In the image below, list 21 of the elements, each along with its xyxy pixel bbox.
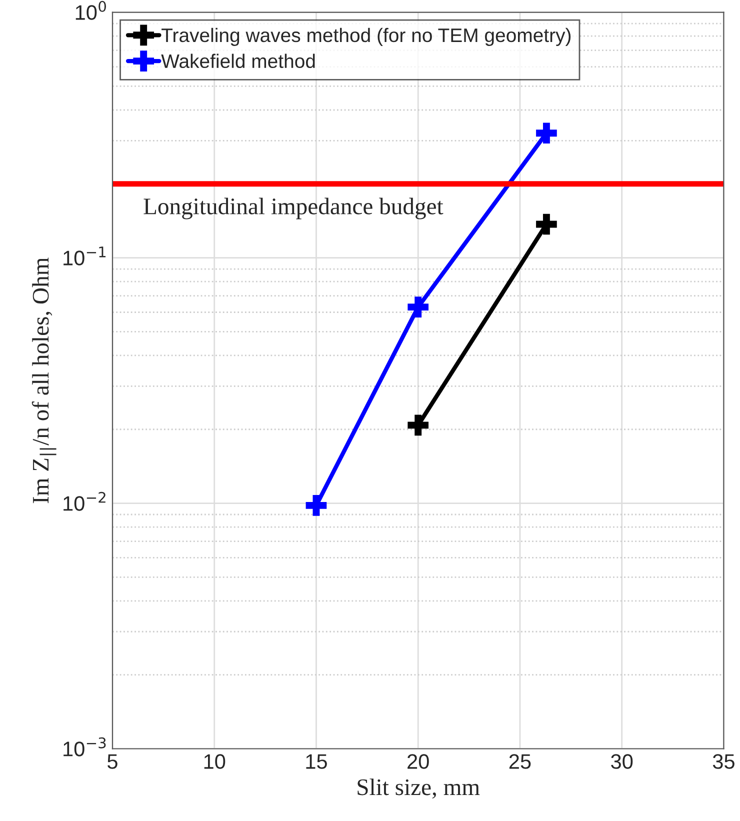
x-tick-label: 5 <box>108 754 118 769</box>
y-tick-label: 10$^{−2}$ <box>64 492 106 511</box>
y-tick-label: 10$^{−1}$ <box>64 246 106 266</box>
point <box>408 296 429 318</box>
legend-label: Wakefield method <box>161 54 315 68</box>
point <box>536 214 557 235</box>
ref-line-label: Longitudinal impedance budget <box>144 198 444 220</box>
x-tick-label: 25 <box>509 754 531 769</box>
x-tick-label: 10 <box>204 754 226 769</box>
point <box>536 122 557 144</box>
y-axis-title: Im Z$_{||}$/n of all holes, Ohm <box>32 258 56 504</box>
point <box>408 414 429 436</box>
y-tick-label: 10$^{−3}$ <box>64 737 106 756</box>
legend-label: Traveling waves method (for no TEM geometry) <box>162 28 571 46</box>
x-tick-label: 35 <box>712 754 734 769</box>
x-axis-title: Slit size, mm <box>358 778 480 799</box>
y-tick-label: 10$^{0}$ <box>76 0 106 20</box>
x-tick-label: 20 <box>408 754 429 769</box>
x-tick-label: 15 <box>306 754 327 769</box>
x-tick-label: 30 <box>611 754 633 769</box>
point <box>306 495 327 516</box>
